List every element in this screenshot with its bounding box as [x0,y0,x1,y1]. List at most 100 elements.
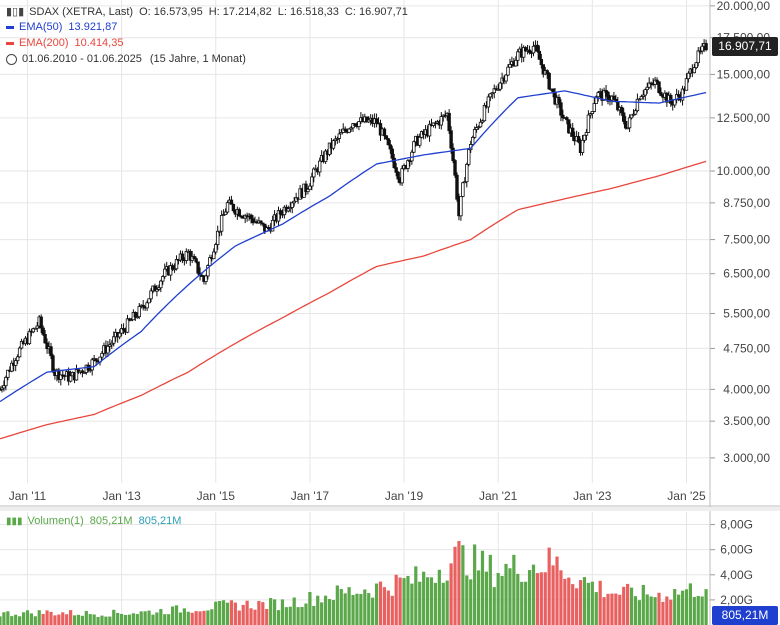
candle-body [194,258,198,263]
candle-body [31,328,36,333]
volume-bar [88,614,92,625]
candle-body [349,127,353,130]
candle-body [129,319,134,322]
candle-body [231,203,236,212]
volume-bar [41,613,45,625]
candle-body [453,160,457,176]
candle-body [508,63,512,68]
candle-body [470,136,475,145]
candle-body [476,126,481,129]
candle-body [259,220,263,224]
candle-body [229,199,234,205]
y-tick-label: 6.500,00 [723,267,770,281]
candle-body [270,219,275,232]
x-tick-label: Jan '13 [102,489,141,503]
volume-bar [465,575,469,625]
volume-bar [127,614,132,625]
candle-body [137,306,141,318]
candle-body [365,116,369,123]
y-tick-label: 3.500,00 [723,414,770,428]
volume-bar [633,596,638,625]
candle-body [635,98,640,112]
candle-body [488,93,493,98]
volume-bars-icon: ▮▮▮ [6,515,23,527]
candle-body [374,118,379,124]
volume-bar [33,616,37,625]
candle-body [427,123,432,137]
ema-lines [0,90,707,440]
volume-bar [116,612,120,625]
candle-body [406,160,410,169]
volume-bar [210,609,214,625]
ohlc-high: H: 17.214,82 [208,5,272,18]
volume-bar [488,554,492,625]
candle-body [639,96,644,100]
volume-bar [186,611,190,625]
candle-body [467,149,471,165]
candle-body [39,316,43,329]
volume-bar [504,563,508,625]
ema200-legend[interactable]: EMA(200) 10.414,35 [6,37,123,49]
candle-body [490,92,494,95]
candle-body [339,132,343,135]
candle-body [582,134,587,141]
candle-body [110,342,114,346]
volume-bar [300,607,304,625]
volume-bar [665,596,669,625]
volume-bar [402,578,406,625]
ohlc-open: O: 16.573,95 [139,5,203,18]
x-tick-label: Jan '25 [667,489,706,503]
candle-body [523,47,528,52]
volume-bar [147,610,151,625]
volume-bar [323,595,328,625]
volume-bar [669,599,673,625]
candle-body [384,135,389,140]
volume-bar [265,608,269,625]
volume-bar [123,614,128,625]
range-note: (15 Jahre, 1 Monat) [149,53,246,65]
volume-bar [555,556,559,625]
candle-body [206,265,210,277]
candle-body [217,230,222,233]
candle-body [13,360,18,366]
candle-body [317,160,322,173]
candle-body [586,114,591,133]
volume-tick-label: 6,00G [720,543,753,557]
volume-value-green: 805,21M [89,515,133,527]
volume-bar [276,610,281,625]
volume-bar [225,602,230,625]
volume-bar [312,605,316,625]
volume-label: Volumen(1) [27,515,84,527]
x-tick-label: Jan '15 [197,489,236,503]
y-tick-label: 20.000,00 [717,0,771,13]
volume-bar [214,601,218,625]
candle-body [629,114,634,119]
candle-body [59,374,63,380]
candle-body [514,59,518,67]
volume-bar [6,611,10,625]
candle-body [323,150,328,163]
candle-body [390,148,394,159]
y-tick-label: 4.000,00 [723,382,770,396]
candle-body [588,113,593,116]
volume-bar [304,603,308,625]
volume-bar [229,600,234,625]
candle-body [576,136,581,143]
candle-body [676,94,681,97]
panel-separator[interactable] [0,507,780,511]
candle-body [82,371,87,374]
volume-tick-label: 4,00G [720,568,753,582]
ema50-label: EMA(50) [19,21,63,33]
candle-body [10,362,14,372]
candle-body [196,261,200,274]
volume-bar [594,592,598,625]
volume-bar [374,583,379,625]
candle-body [94,358,98,362]
volume-bar [543,572,547,625]
range-text: 01.06.2010 - 01.06.2025 [22,53,142,65]
ema50-legend[interactable]: EMA(50) 13.921,87 [6,21,117,33]
candle-body [486,96,491,108]
